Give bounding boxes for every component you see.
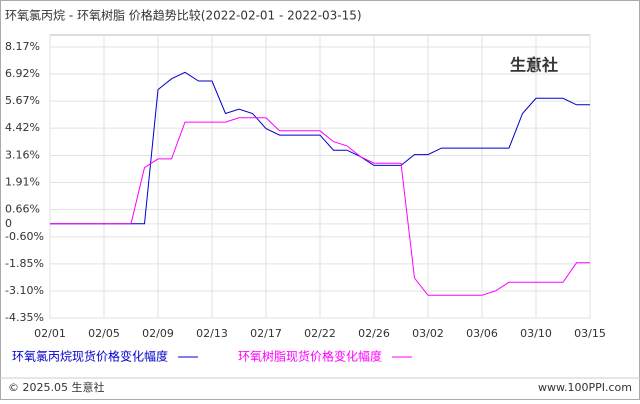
y-tick-label: 0 xyxy=(5,217,12,230)
y-tick-label: 6.92% xyxy=(5,67,40,80)
x-tick-label: 02/17 xyxy=(250,327,282,340)
y-tick-label: -0.60% xyxy=(5,230,44,243)
x-tick-label: 02/26 xyxy=(358,327,390,340)
y-tick-label: 5.67% xyxy=(5,94,40,107)
y-tick-label: -3.10% xyxy=(5,284,44,297)
x-tick-label: 02/22 xyxy=(304,327,336,340)
x-tick-label: 03/02 xyxy=(412,327,444,340)
x-tick-label: 02/09 xyxy=(142,327,174,340)
chart-title: 环氧氯丙烷 - 环氧树脂 价格趋势比较(2022-02-01 - 2022-03… xyxy=(5,8,362,23)
x-tick-label: 03/10 xyxy=(520,327,552,340)
y-tick-label: 3.16% xyxy=(5,148,40,161)
footer-copyright: © 2025.05 生意社 xyxy=(8,380,104,394)
y-tick-label: 8.17% xyxy=(5,40,40,53)
y-tick-label: -4.35% xyxy=(5,311,44,324)
x-tick-label: 03/15 xyxy=(574,327,606,340)
legend-label: 环氧氯丙烷现货价格变化幅度 xyxy=(12,349,168,364)
y-tick-label: 0.66% xyxy=(5,203,40,216)
series-line xyxy=(50,117,590,296)
y-tick-label: -1.85% xyxy=(5,257,44,270)
series-line xyxy=(50,71,590,225)
x-tick-label: 02/13 xyxy=(196,327,228,340)
x-tick-label: 02/01 xyxy=(34,327,66,340)
y-tick-label: 1.91% xyxy=(5,176,40,189)
footer-site: www.100PPI.com xyxy=(538,381,632,394)
legend-label: 环氧树脂现货价格变化幅度 xyxy=(238,349,382,364)
x-tick-label: 03/06 xyxy=(466,327,498,340)
x-tick-label: 02/05 xyxy=(88,327,120,340)
y-tick-label: 4.42% xyxy=(5,121,40,134)
watermark: 生意社 xyxy=(510,56,558,75)
